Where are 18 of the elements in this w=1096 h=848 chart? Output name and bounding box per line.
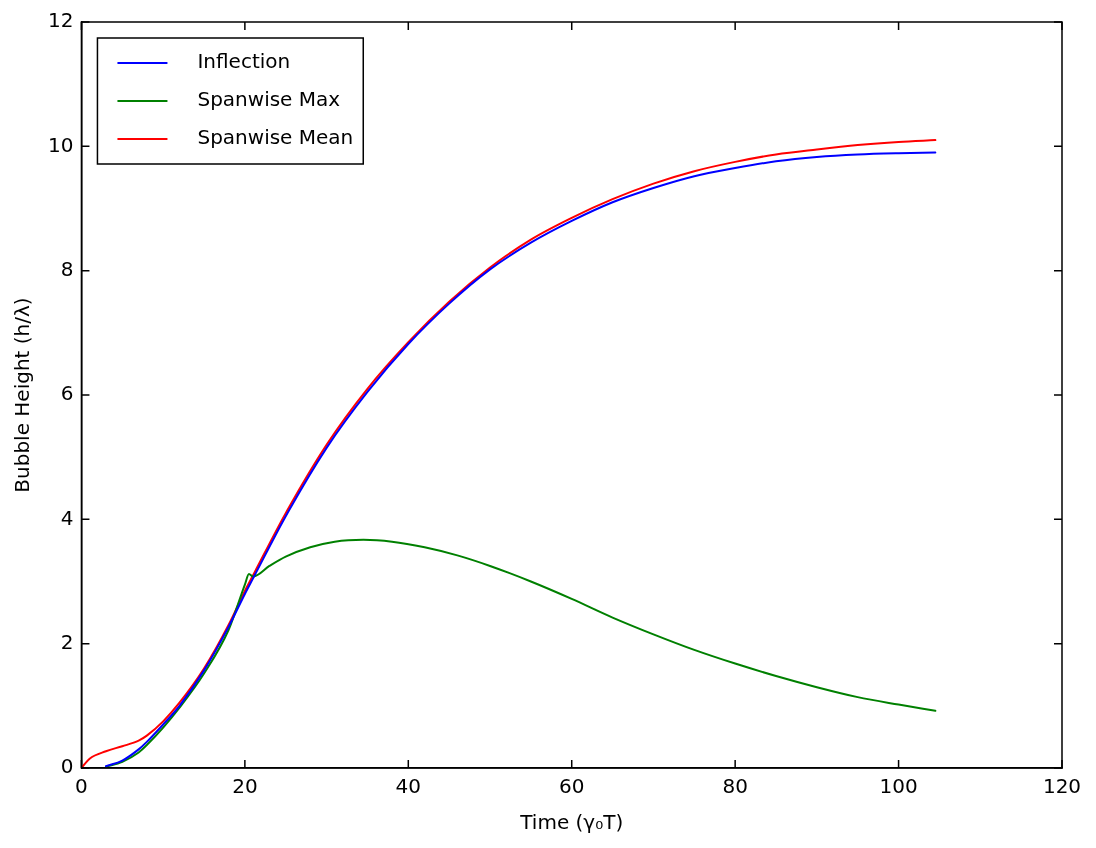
legend-label: Inflection <box>197 49 291 74</box>
legend-label: Spanwise Max <box>197 87 341 112</box>
legend-label: Spanwise Mean <box>197 125 354 150</box>
x-axis-title: Time (γ₀T) <box>519 810 624 835</box>
x-tick-label: 100 <box>879 774 918 799</box>
x-tick-label: 120 <box>1042 774 1082 799</box>
y-tick-label: 8 <box>60 256 74 281</box>
y-tick-label: 0 <box>60 754 74 779</box>
y-tick-label: 4 <box>60 505 74 530</box>
x-tick-label: 60 <box>559 774 585 799</box>
y-tick-label: 6 <box>60 381 74 406</box>
x-tick-label: 20 <box>232 774 258 799</box>
y-tick-label: 12 <box>48 8 74 33</box>
y-tick-label: 2 <box>60 629 74 654</box>
x-tick-label: 40 <box>395 774 422 799</box>
y-axis-title: Bubble Height (h/λ) <box>10 297 35 493</box>
y-tick-label: 10 <box>48 132 74 157</box>
x-tick-label: 80 <box>722 774 748 799</box>
